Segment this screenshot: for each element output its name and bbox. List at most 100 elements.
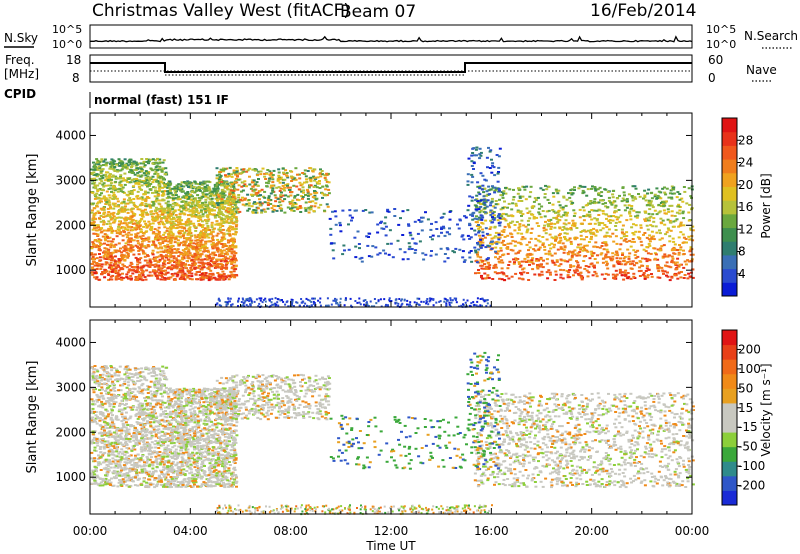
data-cell [691, 276, 695, 279]
data-cell [216, 199, 219, 202]
data-cell [382, 227, 386, 230]
data-cell [109, 165, 113, 168]
data-cell [230, 175, 234, 178]
data-cell [477, 248, 481, 251]
data-cell [477, 269, 480, 271]
data-cell [222, 182, 226, 185]
data-cell [188, 184, 192, 187]
data-cell [98, 182, 102, 185]
data-cell [168, 196, 172, 199]
data-cell [537, 248, 541, 251]
data-cell [662, 209, 666, 212]
data-cell [166, 245, 170, 248]
data-cell [251, 185, 255, 188]
data-cell [547, 225, 550, 228]
data-cell [233, 203, 237, 206]
data-cell [401, 210, 405, 213]
data-cell [587, 241, 591, 243]
data-cell [528, 217, 532, 220]
data-cell [164, 240, 168, 243]
data-cell [600, 245, 604, 247]
data-cell [517, 263, 521, 265]
data-cell [211, 237, 215, 239]
data-cell [479, 256, 483, 259]
data-cell [220, 252, 224, 255]
data-cell [185, 229, 188, 232]
data-cell [126, 180, 130, 183]
data-cell [477, 218, 481, 221]
data-cell [300, 190, 304, 193]
data-cell [120, 207, 124, 210]
data-cell [288, 202, 292, 205]
data-cell [201, 215, 205, 218]
data-cell [157, 182, 161, 185]
data-cell [122, 254, 126, 257]
data-cell [354, 245, 358, 248]
data-cell [311, 170, 315, 173]
data-cell [145, 205, 149, 208]
data-cell [478, 211, 482, 214]
data-cell [120, 276, 123, 279]
data-cell [168, 183, 172, 186]
data-cell [308, 208, 312, 211]
data-cell [672, 225, 676, 228]
data-cell [208, 229, 212, 231]
data-cell [519, 211, 523, 214]
data-cell [523, 188, 527, 191]
data-cell [531, 262, 535, 265]
data-cell [163, 245, 167, 247]
data-cell [620, 274, 624, 277]
data-cell [156, 247, 160, 250]
data-cell [145, 238, 149, 241]
data-cell [313, 176, 317, 179]
data-cell [502, 190, 506, 193]
data-cell [204, 195, 208, 198]
data-cell [494, 200, 498, 202]
data-cell [153, 168, 157, 171]
data-cell [195, 246, 199, 249]
data-cell [182, 196, 186, 199]
data-cell [581, 230, 585, 232]
data-cell [130, 215, 134, 218]
data-cell [475, 259, 479, 262]
data-cell [122, 210, 126, 213]
data-cell [624, 274, 627, 276]
data-cell [120, 168, 124, 171]
data-cell [121, 190, 125, 193]
data-cell [618, 268, 622, 271]
data-cell [107, 184, 111, 187]
data-cell [149, 206, 153, 209]
data-cell [458, 248, 462, 251]
data-cell [354, 256, 358, 259]
data-cell [137, 247, 140, 250]
data-cell [384, 252, 387, 255]
data-cell [96, 190, 100, 193]
data-cell [614, 221, 618, 224]
data-cell [481, 222, 485, 225]
data-cell [199, 206, 203, 209]
data-cell [525, 185, 529, 188]
data-cell [100, 175, 103, 177]
data-cell [128, 268, 132, 271]
data-cell [220, 191, 224, 194]
data-cell [100, 180, 104, 183]
data-cell [208, 195, 212, 198]
data-cell [164, 269, 167, 272]
data-cell [102, 212, 106, 215]
data-cell [230, 220, 234, 223]
data-cell [224, 252, 227, 255]
data-cell [102, 216, 106, 218]
data-cell [121, 179, 125, 182]
data-cell [407, 223, 410, 226]
data-cell [263, 190, 267, 193]
data-cell [559, 215, 563, 218]
data-cell [232, 216, 236, 219]
data-cell [477, 230, 481, 233]
data-cell [186, 233, 190, 236]
data-cell [483, 263, 486, 266]
data-cell [633, 277, 637, 279]
data-cell [625, 206, 629, 209]
data-cell [549, 225, 553, 228]
data-cell [646, 204, 650, 206]
data-cell [512, 258, 516, 261]
